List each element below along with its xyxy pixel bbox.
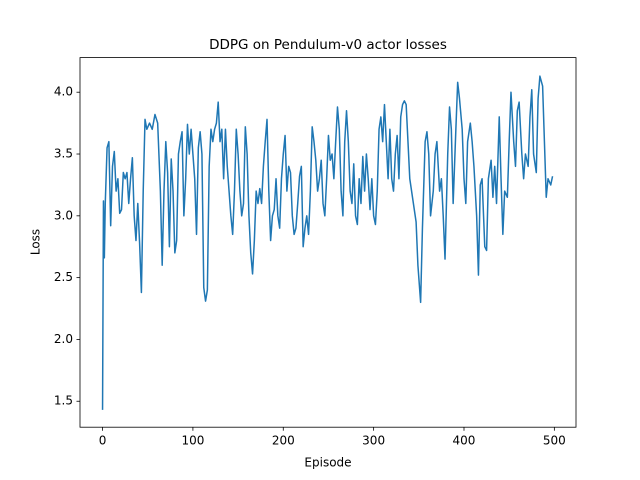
y-tick-label: 4.0 [54,85,73,99]
chart-title: DDPG on Pendulum-v0 actor losses [209,37,447,53]
y-tick-label: 2.5 [54,270,73,284]
x-tick-label: 300 [362,434,385,448]
x-tick-label: 400 [453,434,476,448]
x-tick-label: 0 [99,434,107,448]
y-tick-label: 3.0 [54,208,73,222]
axes-frame [79,57,577,428]
line-series [101,75,554,410]
y-tick-label: 3.5 [54,147,73,161]
y-tick-label: 1.5 [54,394,73,408]
y-tick-label: 2.0 [54,332,73,346]
x-tick-label: 500 [543,434,566,448]
x-tick-label: 100 [181,434,204,448]
x-axis-label: Episode [304,456,351,470]
x-tick-label: 200 [272,434,295,448]
y-axis-label: Loss [29,229,43,255]
